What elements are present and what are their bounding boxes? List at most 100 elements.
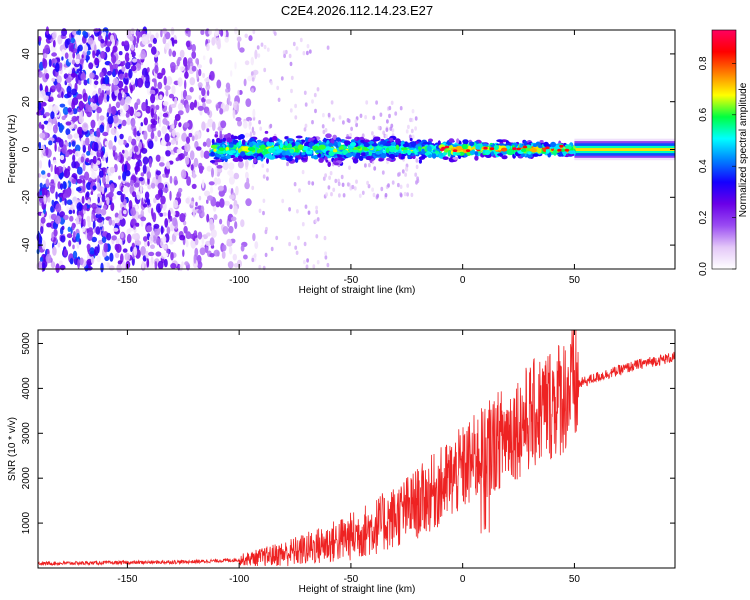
heat-cell — [207, 118, 214, 128]
figure-title: C2E4.2026.112.14.23.E27 — [281, 3, 433, 18]
heat-cell — [40, 90, 46, 99]
heat-cell — [368, 151, 372, 156]
heat-cell — [60, 183, 63, 190]
heat-cell — [190, 164, 194, 171]
heat-cell — [497, 153, 503, 157]
heat-cell — [324, 255, 328, 260]
heat-cell — [198, 68, 202, 77]
heat-cell — [118, 73, 125, 80]
heat-cell — [137, 77, 144, 88]
heat-cell — [352, 152, 356, 157]
heat-cell — [52, 159, 57, 164]
heat-cell — [190, 201, 195, 206]
heat-cell — [375, 100, 378, 105]
heat-cell — [102, 204, 108, 210]
heat-cell — [46, 122, 53, 131]
heat-cell — [359, 113, 363, 119]
heat-cell — [153, 78, 157, 89]
heat-cell — [104, 151, 109, 158]
heat-cell — [72, 51, 76, 59]
heat-cell — [59, 197, 62, 203]
heat-cell — [295, 46, 299, 51]
heat-cell — [128, 200, 133, 210]
heat-cell — [43, 69, 48, 74]
heat-cell — [235, 185, 239, 196]
heat-cell — [50, 179, 55, 184]
heat-cell — [162, 212, 167, 217]
heat-cell — [388, 105, 392, 111]
heat-cell — [355, 122, 358, 128]
heat-cell — [63, 214, 69, 220]
heat-cell — [281, 198, 285, 204]
heat-cell — [57, 242, 61, 248]
heat-cell — [410, 141, 417, 148]
heat-cell — [304, 204, 308, 209]
heat-cell — [85, 137, 90, 146]
heat-cell — [346, 118, 350, 123]
heat-cell — [399, 193, 403, 198]
heat-cell — [188, 132, 193, 138]
heat-cell — [108, 191, 114, 198]
heat-cell — [177, 110, 184, 116]
heat-cell — [216, 79, 222, 89]
heat-cell — [234, 221, 238, 230]
heat-cell — [91, 171, 97, 180]
heat-cell — [247, 75, 253, 82]
heat-cell — [155, 32, 159, 39]
colorbar-tick-label: 0.6 — [698, 107, 709, 121]
heat-hotspot — [489, 147, 495, 151]
heat-cell — [121, 261, 126, 271]
heat-cell — [80, 137, 84, 146]
heat-cell — [415, 180, 418, 185]
heat-cell — [100, 262, 104, 273]
heat-cell — [86, 50, 91, 56]
heat-cell — [109, 183, 115, 193]
heat-hotspot — [522, 145, 528, 149]
heat-cell — [225, 155, 231, 160]
heat-cell — [187, 30, 191, 38]
heat-cell — [346, 182, 350, 187]
heat-cell — [306, 44, 310, 49]
heat-cell — [53, 228, 58, 237]
heat-cell — [543, 141, 549, 148]
heat-cell — [247, 147, 256, 152]
heat-cell — [406, 183, 410, 188]
heat-cell — [133, 145, 139, 153]
heat-cell — [109, 252, 114, 262]
heat-cell — [81, 102, 85, 109]
heat-cell — [48, 140, 53, 146]
heat-cell — [318, 157, 324, 163]
heat-cell — [72, 250, 78, 259]
heat-cell — [82, 122, 89, 132]
heat-cell — [209, 237, 215, 247]
x-tick-label: -100 — [229, 574, 249, 585]
heat-cell — [251, 185, 255, 191]
heat-cell — [50, 163, 53, 173]
heat-cell — [153, 223, 160, 229]
heat-cell — [170, 62, 176, 70]
heat-cell — [191, 44, 196, 53]
heat-cell — [263, 67, 267, 73]
heat-cell — [342, 120, 345, 125]
heat-cell — [325, 192, 328, 197]
heat-cell — [181, 261, 184, 268]
heat-cell — [115, 101, 121, 109]
snr-x-label: Height of straight line (km) — [299, 584, 416, 595]
heat-cell — [230, 70, 233, 77]
heat-cell — [106, 174, 110, 183]
heat-cell — [455, 145, 463, 151]
heat-cell — [38, 101, 42, 111]
heat-cell — [208, 29, 212, 36]
heat-cell — [116, 264, 122, 273]
heat-cell — [391, 128, 395, 133]
heat-cell — [327, 185, 331, 190]
heat-hotspot — [483, 146, 488, 150]
heat-cell — [358, 193, 362, 198]
heat-cell — [342, 193, 346, 198]
heat-cell — [323, 235, 327, 241]
heat-cell — [171, 129, 176, 138]
heat-cell — [305, 137, 309, 143]
heat-cell — [96, 111, 100, 122]
heat-cell — [166, 226, 171, 235]
heat-cell — [262, 137, 269, 142]
